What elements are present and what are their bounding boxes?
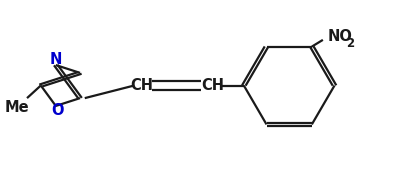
- Text: CH: CH: [130, 78, 153, 93]
- Text: O: O: [52, 103, 64, 119]
- Text: 2: 2: [347, 37, 355, 50]
- Text: NO: NO: [328, 29, 353, 44]
- Text: Me: Me: [5, 100, 29, 115]
- Text: CH: CH: [201, 78, 224, 93]
- Text: N: N: [50, 52, 62, 67]
